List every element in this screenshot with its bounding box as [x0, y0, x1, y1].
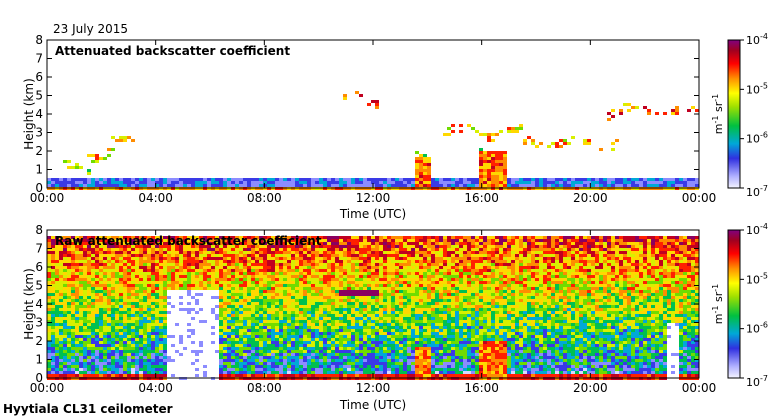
y-axis-label: Height (km): [22, 268, 36, 339]
colorbar-tick-label: 10-6: [746, 321, 768, 336]
y-tick-label: 4: [35, 297, 43, 311]
colorbar: [727, 229, 741, 379]
colorbar-tick-label: 10-7: [746, 374, 768, 389]
colorbar: [727, 39, 741, 189]
colorbar-tick-label: 10-5: [746, 81, 768, 96]
x-tick-label: 00:00: [30, 381, 65, 395]
x-tick-label: 20:00: [573, 191, 608, 205]
x-tick-label: 12:00: [356, 381, 391, 395]
y-tick-label: 5: [35, 89, 43, 103]
x-tick-label: 08:00: [247, 381, 282, 395]
colorbar-tick-label: 10-6: [746, 131, 768, 146]
y-tick-label: 6: [35, 260, 43, 274]
y-axis-label: Height (km): [22, 78, 36, 149]
y-tick-label: 0: [35, 371, 43, 385]
footer-label: Hyytiala CL31 ceilometer: [3, 402, 173, 416]
y-tick-label: 3: [35, 316, 43, 330]
x-tick-label: 04:00: [138, 191, 173, 205]
raw-attenuated-backscatter-panel: Raw attenuated backscatter coefficient00…: [22, 222, 768, 412]
y-tick-label: 5: [35, 279, 43, 293]
x-tick-label: 12:00: [356, 191, 391, 205]
colorbar-tick-label: 10-4: [746, 222, 768, 237]
x-tick-label: 00:00: [682, 381, 717, 395]
x-tick-label: 00:00: [30, 191, 65, 205]
panel-title: Raw attenuated backscatter coefficient: [55, 234, 322, 248]
panel-title: Attenuated backscatter coefficient: [55, 44, 290, 58]
y-tick-label: 8: [35, 33, 43, 47]
colorbar-tick-label: 10-7: [746, 184, 768, 199]
y-tick-label: 0: [35, 181, 43, 195]
colorbar-unit-label: m-1 sr-1: [711, 94, 725, 134]
y-tick-label: 1: [35, 353, 43, 367]
plot-area: [47, 40, 699, 188]
date-label: 23 July 2015: [53, 22, 128, 36]
colorbar-tick-label: 10-5: [746, 271, 768, 286]
y-tick-label: 4: [35, 107, 43, 121]
x-tick-label: 16:00: [464, 191, 499, 205]
y-tick-label: 7: [35, 52, 43, 66]
x-axis-label: Time (UTC): [339, 398, 406, 412]
y-tick-label: 2: [35, 144, 43, 158]
x-tick-label: 04:00: [138, 381, 173, 395]
x-tick-label: 08:00: [247, 191, 282, 205]
y-tick-label: 3: [35, 126, 43, 140]
y-tick-label: 7: [35, 242, 43, 256]
x-tick-label: 00:00: [682, 191, 717, 205]
colorbar-tick-label: 10-4: [746, 32, 768, 47]
y-tick-label: 8: [35, 223, 43, 237]
colorbar-unit-label: m-1 sr-1: [711, 284, 725, 324]
backscatter-heatmap: [47, 236, 699, 380]
x-axis-label: Time (UTC): [339, 207, 406, 221]
y-tick-label: 2: [35, 334, 43, 348]
x-tick-label: 20:00: [573, 381, 608, 395]
x-tick-label: 16:00: [464, 381, 499, 395]
y-tick-label: 6: [35, 70, 43, 84]
y-tick-label: 1: [35, 163, 43, 177]
